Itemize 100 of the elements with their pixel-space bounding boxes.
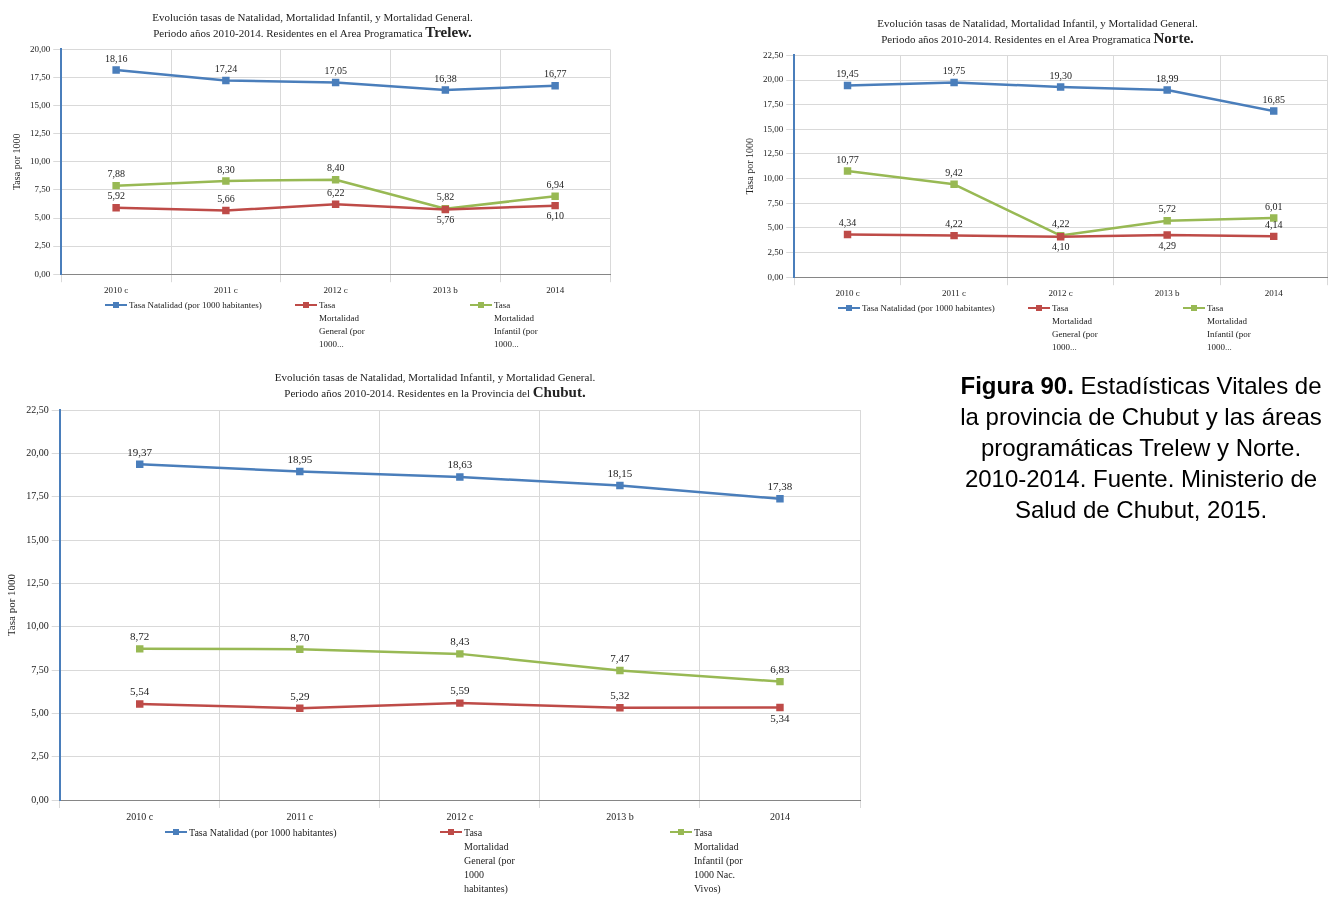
data-label: 17,05 (324, 65, 347, 77)
y-axis-title: Tasa por 1000 (5, 573, 18, 637)
point (776, 495, 784, 503)
data-label: 16,38 (434, 72, 457, 84)
point (616, 666, 624, 675)
data-label: 7,88 (107, 168, 125, 180)
y-tick-label: 10,00 (763, 172, 784, 183)
point (1056, 83, 1065, 91)
y-tick-label: 17,50 (763, 99, 784, 110)
data-label: 6,10 (546, 210, 564, 222)
x-tick-label: 2010 c (835, 287, 860, 298)
y-tick-label: 5,00 (767, 222, 784, 233)
data-label: 6,01 (1264, 200, 1283, 212)
y-tick-label: 15,00 (30, 99, 51, 110)
x-tick-label: 2011 c (213, 284, 238, 295)
y-tick-label: 0,00 (34, 268, 51, 279)
point (1270, 107, 1278, 115)
y-tick-label: 0,00 (31, 793, 49, 805)
x-tick-label: 2012 c (1048, 287, 1073, 298)
y-tick-label: 2,50 (767, 246, 784, 257)
y-tick-label: 22,50 (763, 49, 784, 60)
y-tick-label: 2,50 (34, 240, 51, 251)
point (331, 200, 340, 209)
x-tick-label: 2012 c (323, 284, 348, 295)
data-label: 5,32 (610, 689, 630, 702)
x-tick-label: 2013 b (433, 284, 459, 295)
point (551, 201, 559, 210)
data-label: 9,42 (945, 166, 963, 178)
chart-title: Evolución tasas de Natalidad, Mortalidad Infantil, y Mortalidad General. (273, 370, 597, 384)
data-label: 16,77 (543, 68, 567, 80)
data-label: 4,14 (1264, 219, 1283, 231)
data-label: 10,77 (836, 153, 859, 165)
point (136, 645, 144, 653)
point (843, 81, 852, 90)
point (1270, 232, 1278, 241)
legend-label: Tasa Mortalidad Infantil (por 1000 Nac. Vivos) (694, 826, 744, 896)
chart-title: Evolución tasas de Natalidad, Mortalidad Infantil, y Mortalidad General. (151, 10, 474, 24)
y-tick-label: 20,00 (30, 43, 51, 54)
x-tick-label: 2014 (1264, 287, 1284, 298)
y-tick-label: 17,50 (26, 490, 49, 502)
y-tick-label: 20,00 (26, 446, 49, 458)
y-tick-label: 7,50 (767, 197, 784, 208)
point (112, 181, 120, 190)
data-label: 5,66 (217, 193, 235, 205)
data-label: 18,99 (1155, 72, 1179, 84)
y-tick-label: 12,50 (26, 576, 49, 588)
point (456, 699, 464, 707)
data-label: 16,85 (1262, 93, 1285, 105)
text: Figura 90. (960, 372, 1074, 399)
chart-subtitle: Periodo años 2010-2014. Residentes en el Area Programatica Trelew. (153, 24, 472, 40)
x-tick-label: 2014 (769, 810, 790, 822)
data-label: 5,34 (770, 711, 791, 724)
point (950, 231, 958, 240)
data-label: 8,70 (290, 630, 310, 643)
y-tick-label: 5,00 (31, 706, 49, 718)
data-label: 5,59 (450, 684, 470, 697)
point (1163, 231, 1171, 239)
data-label: 4,29 (1158, 239, 1176, 251)
y-axis-title: Tasa por 1000 (10, 133, 22, 191)
y-tick-label: 12,50 (30, 128, 51, 139)
data-label: 17,24 (214, 63, 238, 75)
point (551, 81, 559, 90)
point (296, 467, 304, 476)
point (776, 703, 784, 712)
y-tick-label: 10,00 (30, 156, 51, 167)
point (843, 230, 852, 239)
y-axis-title: Tasa por 1000 (743, 138, 755, 195)
data-label: 6,83 (770, 663, 791, 675)
data-label: 4,22 (945, 218, 963, 230)
data-label: 5,76 (436, 214, 455, 226)
data-label: 8,72 (130, 630, 150, 643)
data-label: 8,43 (450, 635, 470, 648)
x-tick-label: 2012 c (446, 810, 474, 822)
y-tick-label: 2,50 (31, 750, 49, 762)
legend-label: Tasa Mortalidad General (por 1000... (319, 299, 366, 351)
point (222, 206, 230, 215)
point (1163, 86, 1171, 94)
point (222, 177, 230, 185)
data-label: 19,75 (942, 65, 966, 77)
y-tick-label: 7,50 (31, 663, 49, 675)
chart-subtitle: Periodo años 2010-2014. Residentes en la Provincia del Chubut. (284, 384, 586, 400)
point (331, 176, 340, 184)
y-tick-label: 12,50 (763, 148, 784, 159)
point (296, 645, 304, 653)
data-label: 6,22 (326, 186, 345, 198)
point (843, 167, 852, 175)
y-tick-label: 22,50 (26, 403, 49, 415)
point (331, 78, 340, 87)
data-label: 4,34 (838, 217, 857, 229)
chart-title: Evolución tasas de Natalidad, Mortalidad Infantil, y Mortalidad General. (876, 16, 1199, 30)
data-label: 4,10 (1051, 241, 1070, 253)
legend-label: Tasa Mortalidad General (por 1000... (1052, 302, 1099, 354)
data-label: 7,47 (610, 651, 631, 664)
y-tick-label: 10,00 (26, 620, 49, 632)
data-label: 18,63 (447, 458, 473, 471)
x-tick-label: 2010 c (104, 284, 129, 295)
point (296, 704, 304, 713)
point (776, 677, 784, 686)
point (456, 473, 464, 481)
point (136, 460, 144, 468)
